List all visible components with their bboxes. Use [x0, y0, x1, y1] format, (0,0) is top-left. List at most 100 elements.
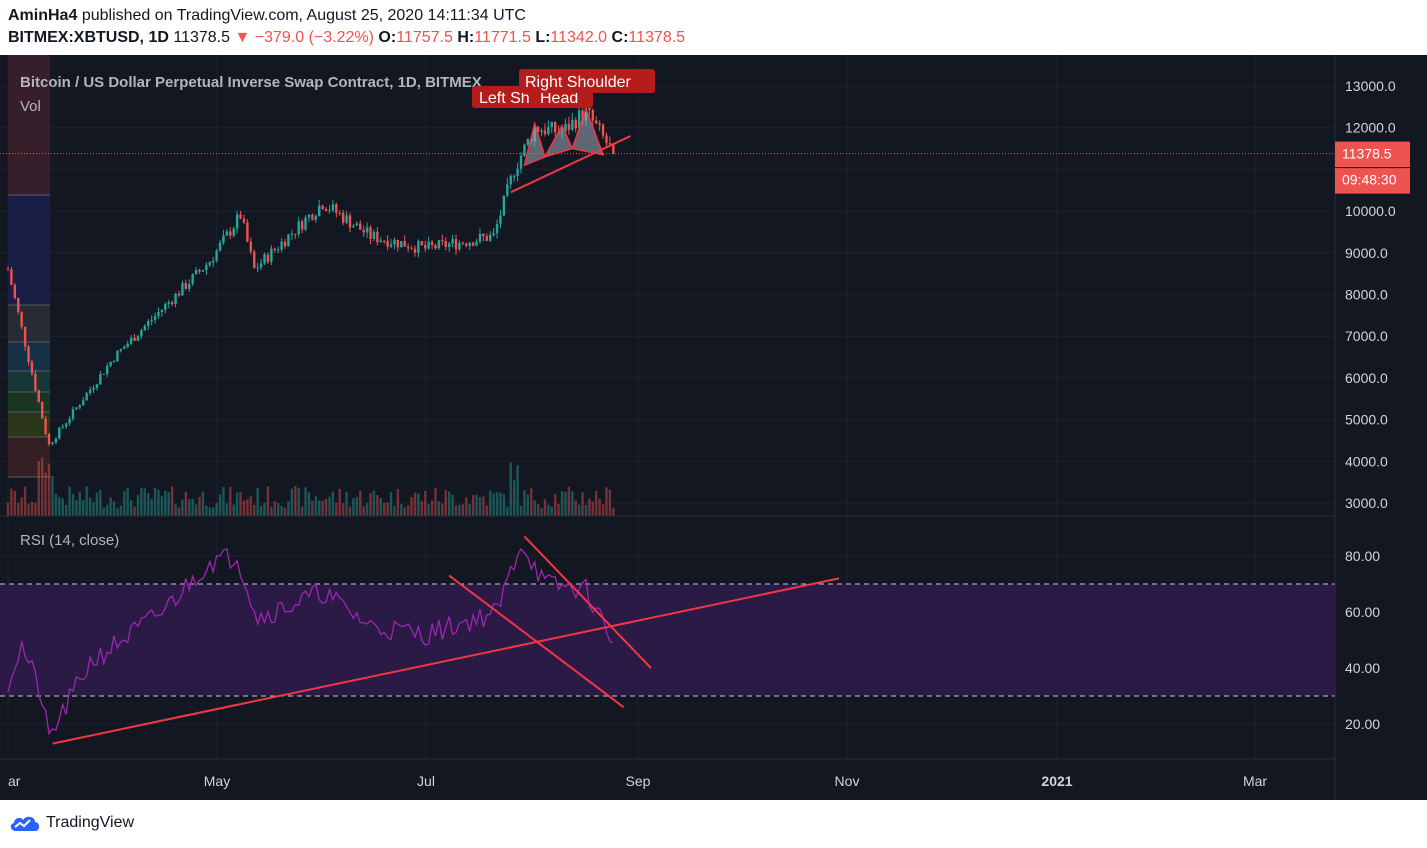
head-shoulders-pattern[interactable]: [510, 106, 631, 194]
volume-bar: [335, 502, 338, 516]
volume-bar: [194, 504, 198, 516]
candle-body: [372, 231, 376, 239]
volume-bar: [102, 507, 105, 516]
volume-bar: [318, 500, 321, 516]
label-right-shoulder[interactable]: Right Shoulder: [519, 69, 655, 93]
last-price-badge[interactable]: 11378.5 09:48:30: [1335, 141, 1410, 194]
volume-bar: [533, 500, 536, 516]
candle-body: [318, 205, 321, 216]
candle-body: [181, 283, 184, 296]
price-tick-label: 5000.0: [1345, 412, 1388, 428]
volume-legend: Vol: [20, 98, 41, 115]
volume-bar: [605, 487, 608, 516]
open-value: 11757.5: [396, 29, 453, 46]
volume-bar: [10, 488, 13, 516]
volume-bar: [170, 486, 174, 516]
left-shoulder-text: Left Sh: [479, 90, 530, 107]
candle-body: [447, 243, 451, 247]
candle-body: [170, 302, 174, 304]
candle-body: [588, 106, 591, 110]
candle-body: [147, 321, 150, 326]
volume-bar: [519, 505, 523, 516]
price-axis[interactable]: 3000.0 4000.0 5000.0 6000.0 7000.0 8000.0 9000…: [1345, 78, 1396, 511]
candle-body: [311, 214, 314, 220]
chart-title: Bitcoin / US Dollar Perpetual Inverse Sw…: [20, 74, 482, 91]
volume-bar: [75, 500, 78, 516]
chart-canvas[interactable]: 3000.0 4000.0 5000.0 6000.0 7000.0 8000.0 9000…: [0, 55, 1427, 800]
volume-bar: [338, 488, 341, 516]
candle-body: [502, 195, 506, 216]
volume-bar: [242, 500, 246, 516]
candle-body: [188, 284, 191, 289]
volume-bar: [406, 505, 410, 516]
candle-body: [246, 222, 249, 242]
candle-body: [174, 293, 177, 304]
author-name[interactable]: AminHa4: [8, 7, 78, 24]
price-tick-label: 10000.0: [1345, 203, 1396, 219]
tradingview-logo[interactable]: TradingView: [8, 813, 134, 833]
time-tick-label: Jul: [417, 773, 435, 789]
volume-bar: [164, 490, 167, 516]
volume-bar: [85, 486, 88, 516]
candle-body: [116, 350, 119, 362]
candle-body: [133, 337, 136, 341]
rsi-axis[interactable]: 20.00 40.00 60.00 80.00: [1345, 548, 1380, 732]
candle-body: [516, 168, 519, 176]
candle-body: [314, 215, 317, 220]
candle-body: [304, 217, 307, 230]
volume-bar: [157, 489, 160, 516]
candle-body: [328, 210, 331, 212]
volume-bar: [41, 457, 44, 516]
candle-body: [341, 213, 345, 223]
time-tick-label: Mar: [1243, 773, 1267, 789]
volume-bar: [598, 498, 601, 516]
volume-bar: [581, 492, 584, 516]
volume-bar: [485, 505, 488, 516]
volume-bar: [355, 497, 359, 516]
volume-bar: [129, 500, 133, 516]
candle-body: [437, 240, 441, 249]
candle-body: [273, 248, 276, 250]
candle-body: [417, 241, 420, 253]
volume-bar: [174, 504, 177, 516]
candle-body: [369, 227, 372, 239]
last-price: 11378.5: [173, 29, 231, 46]
candlestick-series[interactable]: [0, 100, 1335, 447]
candle-body: [608, 143, 612, 145]
volume-bar: [574, 500, 577, 516]
volume-bar: [550, 506, 553, 516]
head-text: Head: [540, 90, 578, 107]
candle-body: [266, 254, 270, 262]
candle-body: [140, 330, 143, 337]
volume-bar: [359, 490, 362, 516]
price-change: −379.0 (−3.22%): [254, 29, 374, 46]
volume-bar: [465, 497, 468, 516]
volume-bar: [547, 504, 550, 516]
candle-body: [157, 312, 160, 316]
volume-bar: [153, 487, 157, 516]
candle-body: [406, 246, 410, 249]
candle-body: [389, 244, 393, 247]
rsi-tick-label: 40.00: [1345, 660, 1380, 676]
candle-body: [78, 405, 82, 408]
candle-body: [430, 241, 434, 246]
volume-bar: [307, 492, 311, 516]
volume-bar: [188, 499, 191, 516]
candle-body: [410, 248, 413, 250]
candle-body: [345, 215, 348, 223]
candle-body: [280, 241, 283, 250]
candle-body: [218, 242, 222, 251]
candle-body: [167, 302, 170, 304]
candle-body: [54, 438, 58, 443]
volume-bar: [311, 500, 314, 516]
volume-bar: [369, 492, 372, 516]
volume-bar: [437, 501, 441, 516]
candle-body: [6, 269, 10, 271]
candle-body: [547, 127, 550, 135]
candle-body: [126, 343, 129, 347]
candle-body: [191, 274, 194, 285]
volume-bar: [393, 505, 396, 516]
time-axis[interactable]: ar May Jul Sep Nov 2021 Mar: [8, 773, 1267, 789]
candle-body: [338, 212, 341, 214]
candle-body: [482, 233, 485, 237]
